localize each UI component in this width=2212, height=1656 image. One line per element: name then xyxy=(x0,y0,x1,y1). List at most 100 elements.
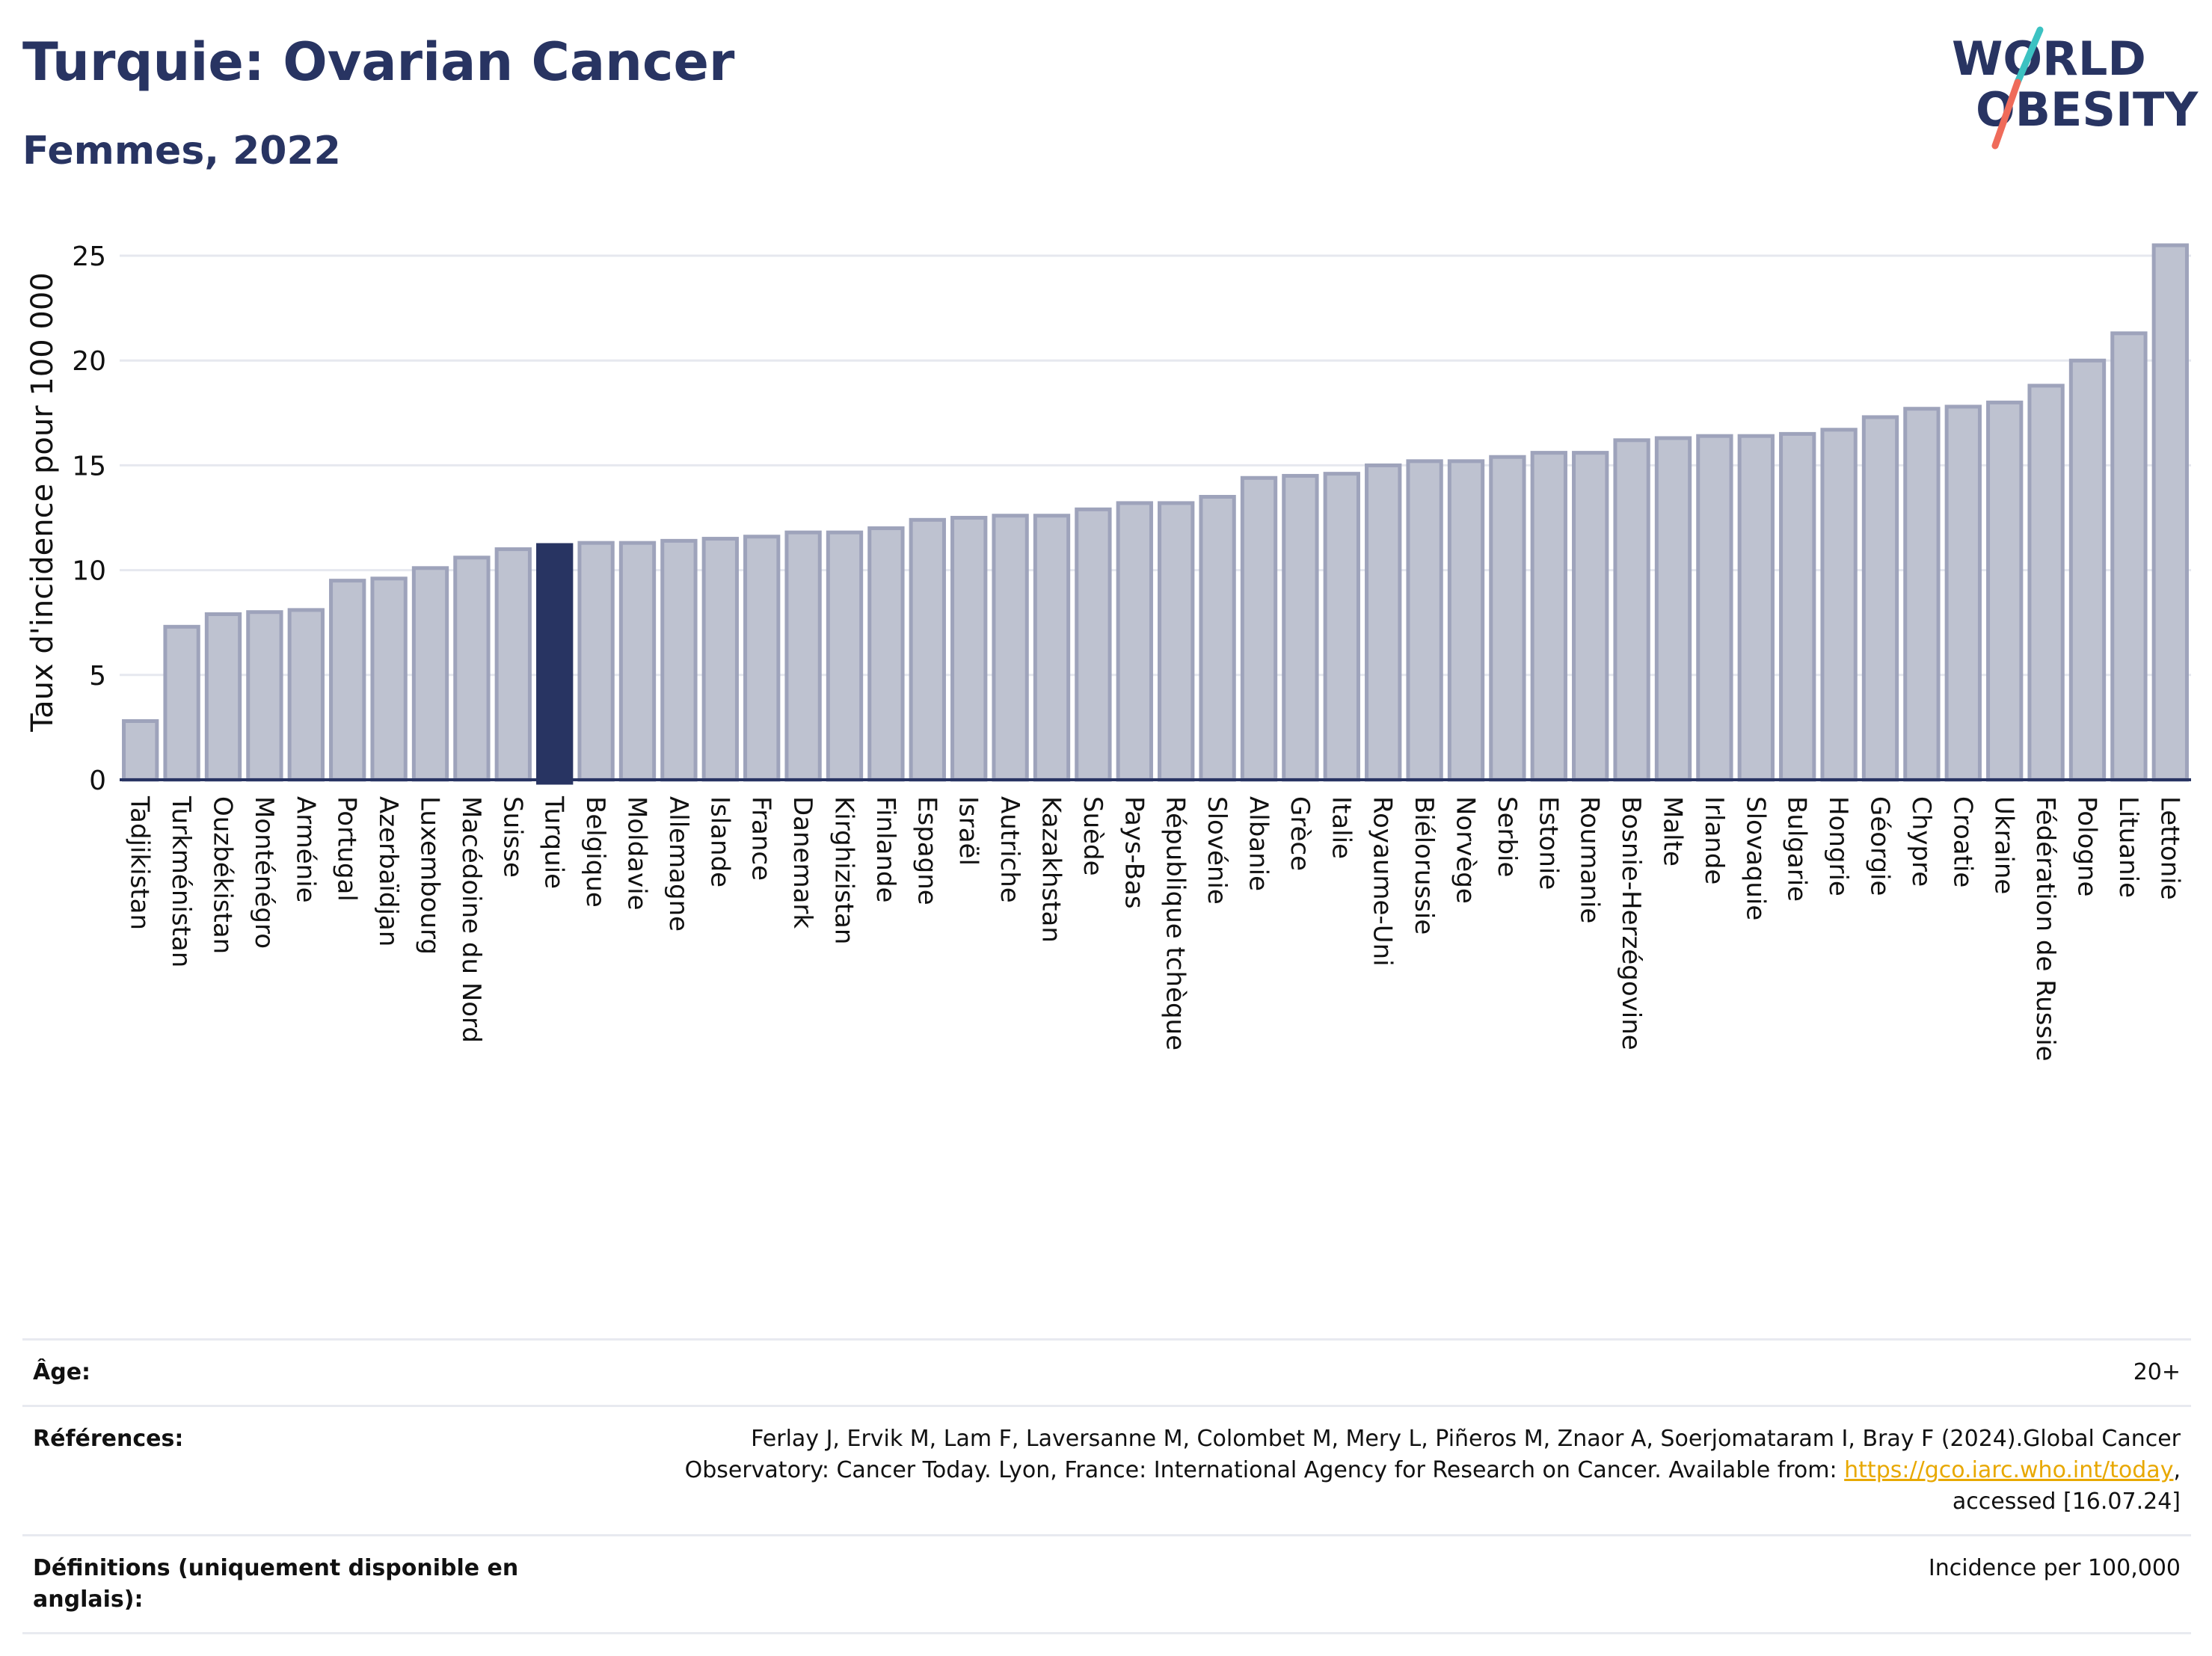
bar-chypre xyxy=(1903,407,1941,782)
x-tick-label: Luxembourg xyxy=(415,796,445,955)
bar-azerba-djan xyxy=(370,576,408,782)
bar-belgique xyxy=(577,541,615,782)
bar-bulgarie xyxy=(1779,431,1816,782)
x-tick-label: Serbie xyxy=(1492,796,1522,877)
bar-bosnie-herz-govine xyxy=(1613,438,1650,782)
bar-arm-nie xyxy=(287,608,325,782)
bar-autriche xyxy=(992,514,1029,782)
x-tick-label: Malte xyxy=(1658,796,1688,867)
x-tick-label: Espagne xyxy=(912,796,941,905)
x-tick-label: Slovénie xyxy=(1202,796,1232,905)
bar-norv-ge xyxy=(1447,459,1485,782)
x-tick-label: Royaume-Uni xyxy=(1368,796,1398,967)
bar-serbie xyxy=(1489,455,1526,782)
x-tick-label: Albanie xyxy=(1244,796,1274,891)
bar-f-d-ration-de-russie xyxy=(2027,384,2065,782)
x-tick-label: Hongrie xyxy=(1823,796,1853,896)
bar-croatie xyxy=(1944,404,1982,782)
y-tick-label: 15 xyxy=(72,451,106,481)
age-value: 20+ xyxy=(2133,1359,2181,1385)
x-tick-label: Biélorussie xyxy=(1409,796,1439,935)
bar-irlande xyxy=(1696,434,1733,782)
x-tick-label: Fédération de Russie xyxy=(2030,796,2060,1062)
references-value: Ferlay J, Ervik M, Lam F, Laversanne M, … xyxy=(610,1423,2181,1518)
bar-isra-l xyxy=(950,516,988,782)
bar-bi-lorussie xyxy=(1406,459,1443,782)
x-tick-label: Allemagne xyxy=(663,796,693,932)
x-tick-label: Suède xyxy=(1078,796,1107,876)
bar-pologne xyxy=(2068,358,2107,782)
info-row-age: Âge: 20+ xyxy=(22,1338,2191,1405)
info-row-references: Références: Ferlay J, Ervik M, Lam F, La… xyxy=(22,1405,2191,1534)
references-label: Références: xyxy=(33,1426,184,1452)
y-tick-label: 0 xyxy=(89,766,106,796)
x-tick-label: Moldavie xyxy=(622,796,652,911)
bar-slov-nie xyxy=(1199,494,1236,782)
bar-r-publique-tch-que xyxy=(1158,501,1195,782)
age-label: Âge: xyxy=(33,1359,91,1385)
bar-gr-ce xyxy=(1282,473,1319,782)
x-axis-labels: Tadjikistan Turkménistan Ouzbékistan Montén… xyxy=(125,795,2185,1062)
x-tick-label: Grèce xyxy=(1285,796,1315,871)
x-tick-label: Irlande xyxy=(1699,796,1729,884)
x-tick-label: Bulgarie xyxy=(1782,796,1812,902)
bar-turquie xyxy=(536,543,574,785)
references-link[interactable]: https://gco.iarc.who.int/today xyxy=(1844,1457,2174,1483)
x-tick-label: Lituanie xyxy=(2113,796,2143,898)
x-tick-label: Monténégro xyxy=(249,796,279,949)
references-text: Ferlay J, Ervik M, Lam F, Laversanne M, … xyxy=(684,1426,2181,1483)
x-tick-label: Portugal xyxy=(332,796,362,902)
x-tick-label: Islande xyxy=(704,796,734,887)
bar-mac-doine-du-nord xyxy=(453,555,491,782)
x-tick-label: Slovaquie xyxy=(1740,796,1770,920)
bar-lettonie xyxy=(2151,243,2189,782)
bar-espagne xyxy=(909,517,946,782)
x-tick-label: Turquie xyxy=(539,795,569,889)
bar-malte xyxy=(1654,436,1692,782)
x-tick-label: Estonie xyxy=(1533,796,1563,890)
bar-suisse xyxy=(494,547,532,782)
bar-kazakhstan xyxy=(1033,514,1071,782)
bar-luxembourg xyxy=(411,566,449,782)
x-tick-label: Kazakhstan xyxy=(1036,796,1066,943)
x-tick-label: Ukraine xyxy=(1989,796,2019,894)
bar-tadjikistan xyxy=(122,718,159,782)
x-tick-label: Ouzbékistan xyxy=(208,796,238,954)
x-tick-label: Tadjikistan xyxy=(125,795,155,930)
x-tick-label: Italie xyxy=(1326,796,1356,859)
y-axis-ticks: 0 5 10 15 20 25 xyxy=(72,241,106,796)
info-table: Âge: 20+ Références: Ferlay J, Ervik M, … xyxy=(22,1338,2191,1634)
definitions-value: Incidence per 100,000 xyxy=(1928,1555,2181,1581)
y-tick-label: 25 xyxy=(72,241,106,272)
bar-estonie xyxy=(1530,451,1567,782)
bar-g-orgie xyxy=(1861,415,1899,782)
bar-slovaquie xyxy=(1737,434,1775,782)
x-tick-label: Croatie xyxy=(1947,796,1977,887)
bar-danemark xyxy=(784,530,822,782)
bar-hongrie xyxy=(1820,428,1858,782)
x-tick-label: Kirghizistan xyxy=(829,796,859,944)
x-tick-label: Arménie xyxy=(290,796,320,903)
bar-pays-bas xyxy=(1116,501,1153,782)
x-tick-label: Pologne xyxy=(2072,796,2102,896)
bar-moldavie xyxy=(618,541,657,782)
bar-ouzb-kistan xyxy=(204,612,242,782)
x-tick-label: Belgique xyxy=(580,796,610,908)
x-tick-label: République tchèque xyxy=(1161,796,1191,1050)
x-tick-label: Autriche xyxy=(995,796,1024,903)
bar-lituanie xyxy=(2110,331,2148,782)
bars xyxy=(122,243,2189,785)
x-tick-label: Norvège xyxy=(1451,796,1481,904)
bar-islande xyxy=(701,537,739,782)
y-tick-label: 10 xyxy=(72,556,106,587)
x-tick-label: Azerbaïdjan xyxy=(373,796,403,946)
bar-italie xyxy=(1323,472,1360,782)
x-tick-label: Lettonie xyxy=(2154,796,2184,900)
info-row-definitions: Définitions (uniquement disponible en an… xyxy=(22,1534,2191,1634)
bar-ukraine xyxy=(1986,400,2024,782)
chart-subtitle: Femmes, 2022 xyxy=(22,129,341,173)
bar-finlande xyxy=(867,526,905,782)
bar-albanie xyxy=(1240,475,1278,782)
y-tick-label: 5 xyxy=(89,661,106,692)
x-tick-label: Suisse xyxy=(497,796,527,878)
